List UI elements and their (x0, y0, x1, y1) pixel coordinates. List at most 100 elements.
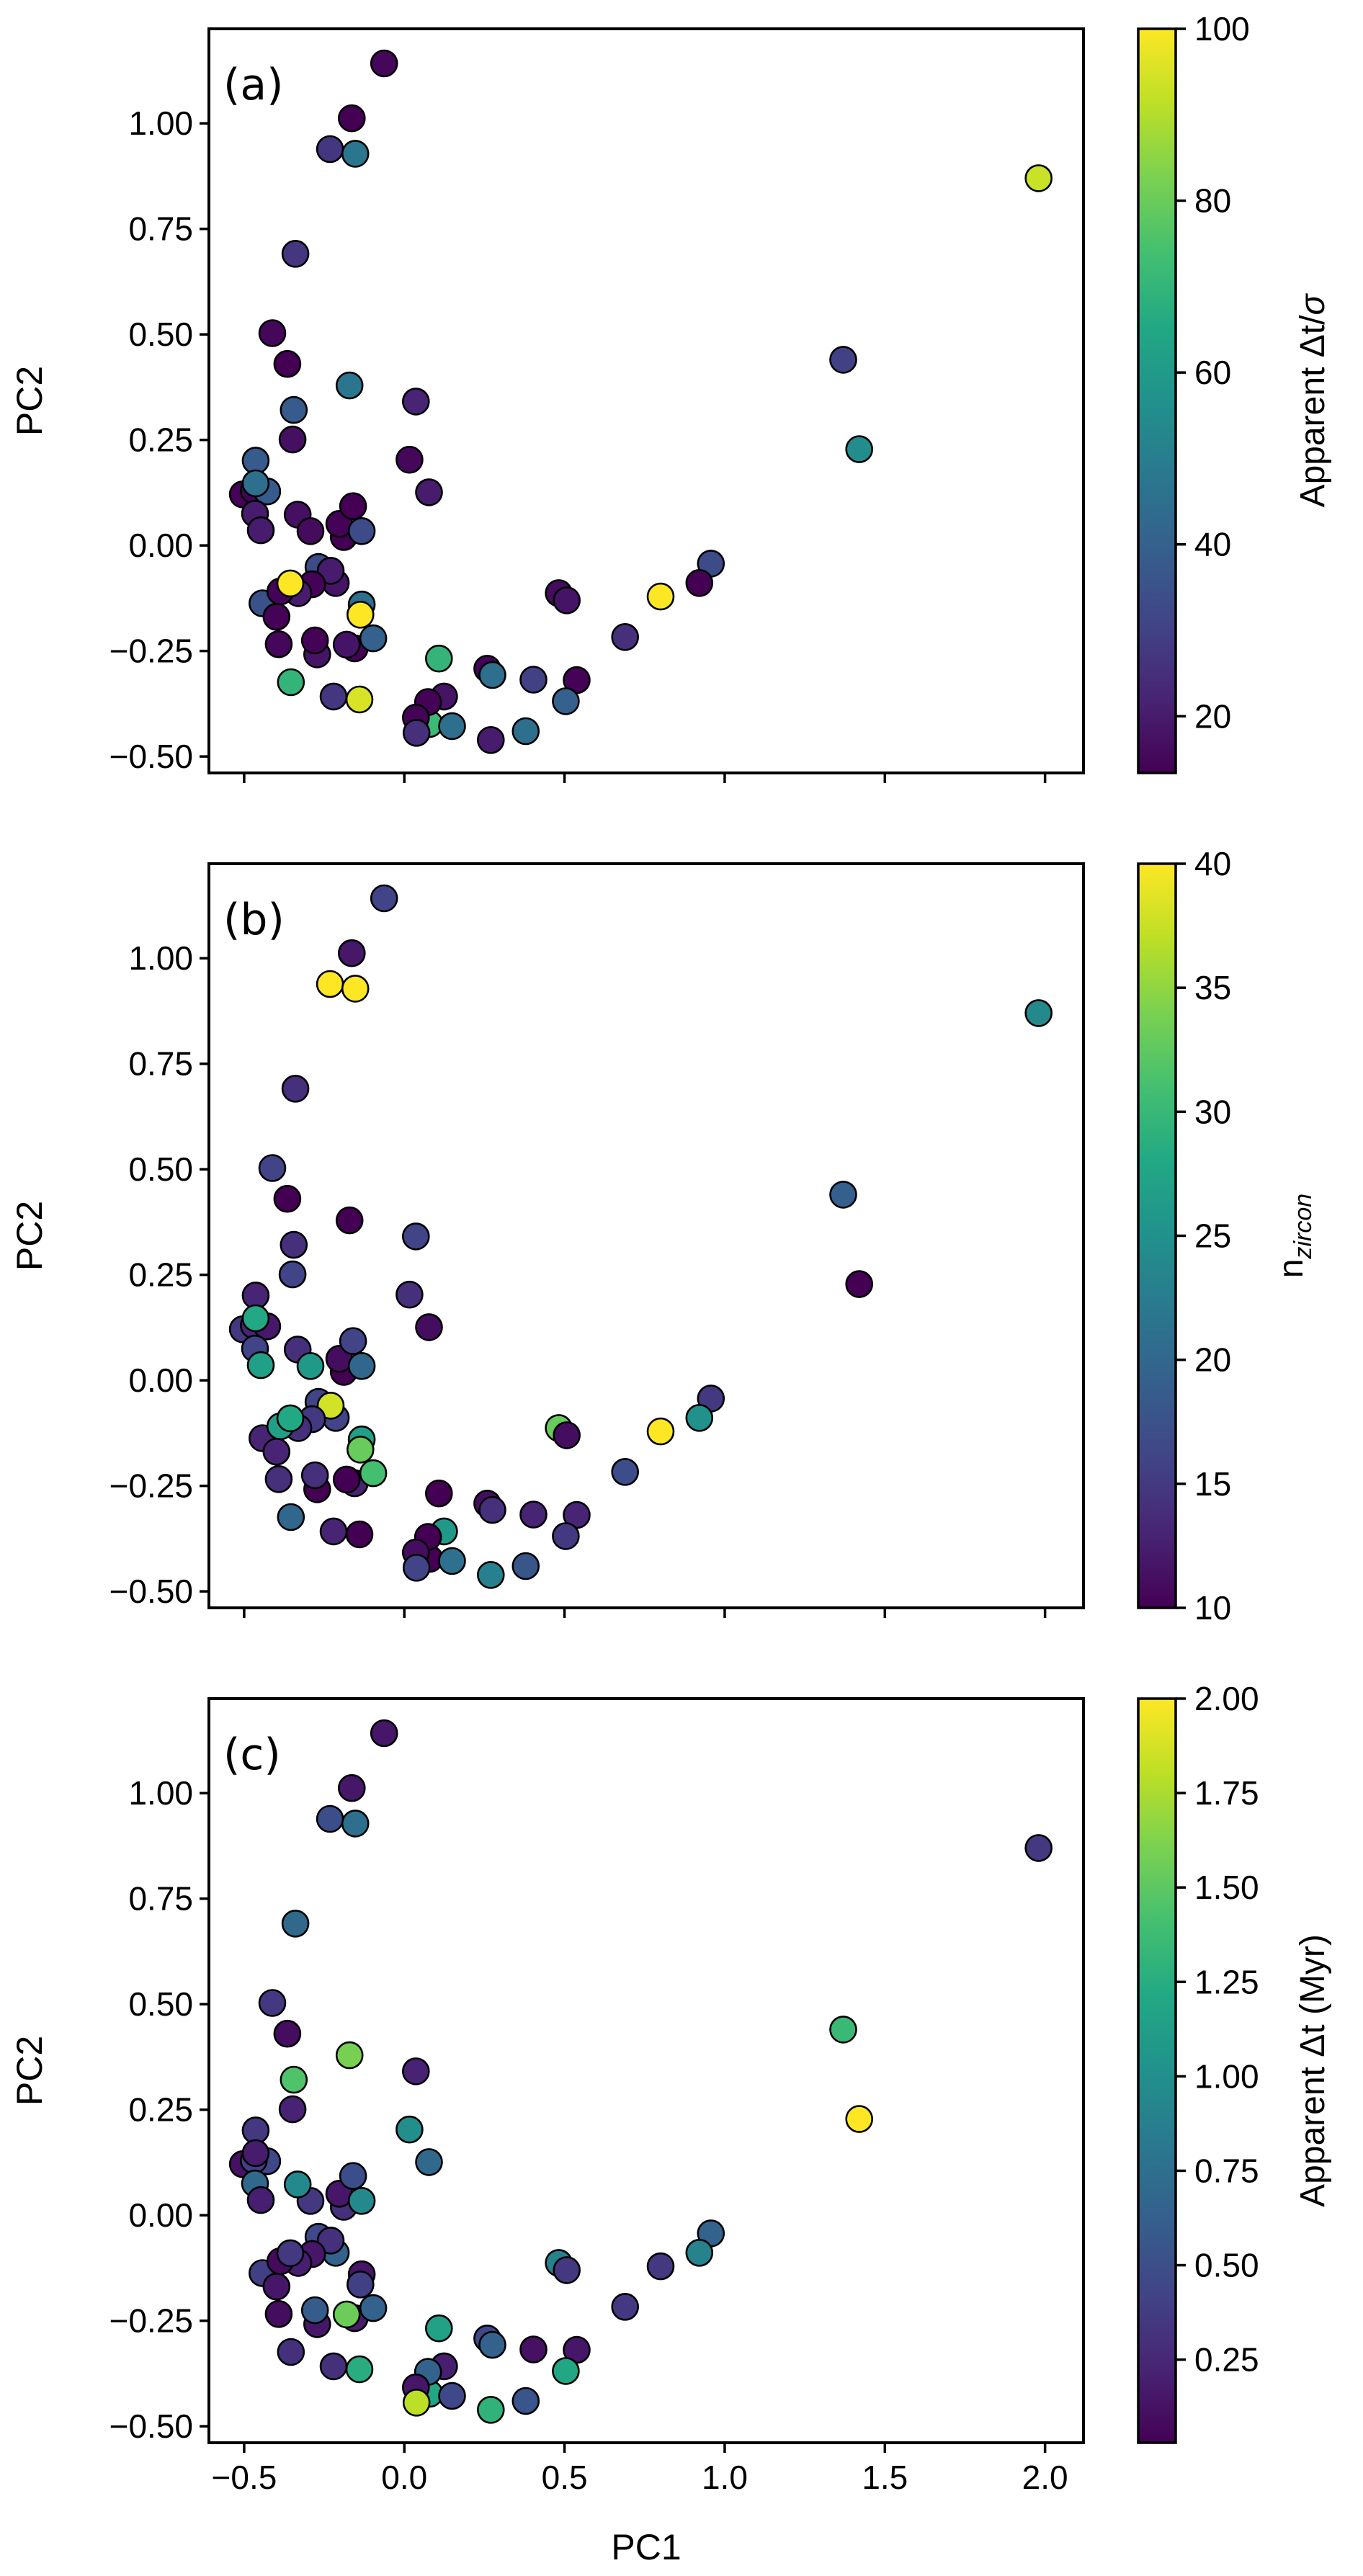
data-point (646, 2252, 675, 2281)
data-point (345, 2355, 374, 2384)
y-tick-label: −0.25 (110, 632, 193, 670)
data-point (241, 469, 270, 498)
y-tick-label: 0.00 (128, 1361, 193, 1399)
scatter-points-b (228, 884, 1053, 1589)
data-point (278, 425, 307, 454)
data-point (262, 2272, 291, 2301)
data-point (345, 685, 374, 714)
data-point (611, 1458, 640, 1486)
x-tick-label: 2.0 (1022, 2459, 1068, 2496)
colorbar-c: 0.25 0.50 0.75 1.00 1.25 1.50 1.75 2.00 (1137, 1680, 1259, 2444)
data-point (316, 135, 344, 164)
data-point (264, 2300, 293, 2328)
data-point (476, 1561, 505, 1589)
colorbar-tick-label: 80 (1194, 182, 1231, 220)
data-point (370, 884, 398, 913)
data-point (347, 2187, 376, 2215)
data-point (341, 975, 370, 1003)
y-tick-label: 0.25 (128, 421, 193, 459)
data-point (300, 2296, 329, 2325)
data-point (519, 2335, 548, 2363)
data-point (337, 1774, 366, 1802)
axes-frame-c (207, 1697, 1085, 2444)
y-tick-label: 0.75 (128, 1880, 193, 1918)
data-point (552, 1522, 580, 1550)
data-point (402, 718, 431, 747)
y-tick-label: 0.50 (128, 316, 193, 353)
colorbar-tick-label: 2.00 (1194, 1680, 1259, 1717)
data-point (241, 1304, 270, 1333)
x-tick-label: −0.5 (212, 2459, 277, 2496)
panel-label-c: (c) (223, 1730, 281, 1780)
data-point (273, 2019, 302, 2048)
data-point (246, 516, 275, 545)
colorbar-gradient (1137, 862, 1177, 1609)
data-point (332, 630, 361, 659)
colorbar-gradient (1137, 1697, 1177, 2444)
data-point (829, 346, 857, 374)
data-point (346, 2271, 375, 2299)
data-point (276, 1404, 305, 1433)
data-point (845, 435, 873, 463)
data-point (424, 1479, 453, 1508)
data-point (335, 371, 364, 400)
colorbar-tick-label: 1.75 (1194, 1774, 1259, 1812)
data-point (335, 1206, 364, 1235)
colorbar-tick-label: 1.50 (1194, 1869, 1259, 1906)
colorbar-tick-label: 60 (1194, 354, 1231, 391)
data-point (359, 624, 388, 653)
x-tick-label: 1.5 (862, 2459, 908, 2496)
data-point (341, 140, 370, 168)
data-point (685, 1404, 714, 1432)
data-point (319, 2352, 348, 2381)
x-axis-label: PC1 (611, 2527, 681, 2567)
data-point (246, 2186, 275, 2214)
data-point (339, 2162, 367, 2190)
data-point (319, 1517, 348, 1546)
data-point (359, 2294, 388, 2322)
colorbar-tick-label: 20 (1194, 1341, 1231, 1379)
data-point (396, 2115, 424, 2144)
data-point (415, 478, 443, 506)
y-tick-label: 1.00 (128, 1774, 193, 1812)
scatter-points-c (228, 1719, 1053, 2424)
colorbar-label-italic: σ (1294, 293, 1332, 316)
colorbar-tick-label: 1.00 (1194, 2057, 1259, 2095)
data-point (519, 1501, 548, 1529)
data-point (438, 712, 466, 741)
data-point (552, 687, 580, 715)
data-point (316, 2227, 345, 2255)
data-point (685, 568, 714, 597)
data-point (553, 1421, 581, 1449)
colorbar-label-text: n (1272, 1259, 1310, 1279)
data-point (478, 661, 506, 689)
data-point (845, 1270, 873, 1298)
data-point (511, 2387, 540, 2415)
colorbar-tick-label: 10 (1194, 1589, 1231, 1627)
data-point (273, 349, 302, 378)
panel-b: (b) −0.50 −0.25 0.00 0.25 0.50 0.75 1.00 PC2 1… (9, 845, 1317, 1627)
data-point (280, 395, 308, 424)
data-point (316, 556, 345, 585)
data-point (611, 2293, 640, 2321)
y-axis-label-b: PC2 (9, 1201, 50, 1271)
data-point (280, 1230, 308, 1259)
data-point (296, 1352, 325, 1380)
data-point (296, 516, 325, 545)
data-point (258, 1154, 287, 1182)
data-point (646, 582, 675, 611)
data-point (402, 1554, 431, 1582)
data-point (396, 1280, 424, 1309)
data-point (685, 2239, 714, 2267)
data-point (264, 630, 293, 658)
y-ticks-c: −0.50 −0.25 0.00 0.25 0.50 0.75 1.00 (110, 1774, 209, 2445)
data-point (241, 2139, 270, 2168)
data-point (278, 1260, 307, 1289)
data-point (332, 2300, 361, 2329)
y-tick-label: 0.75 (128, 1045, 193, 1083)
y-tick-label: −0.25 (110, 2302, 193, 2340)
data-point (829, 1181, 857, 1209)
data-point (401, 388, 430, 416)
data-point (347, 1352, 376, 1380)
data-point (277, 1503, 305, 1531)
